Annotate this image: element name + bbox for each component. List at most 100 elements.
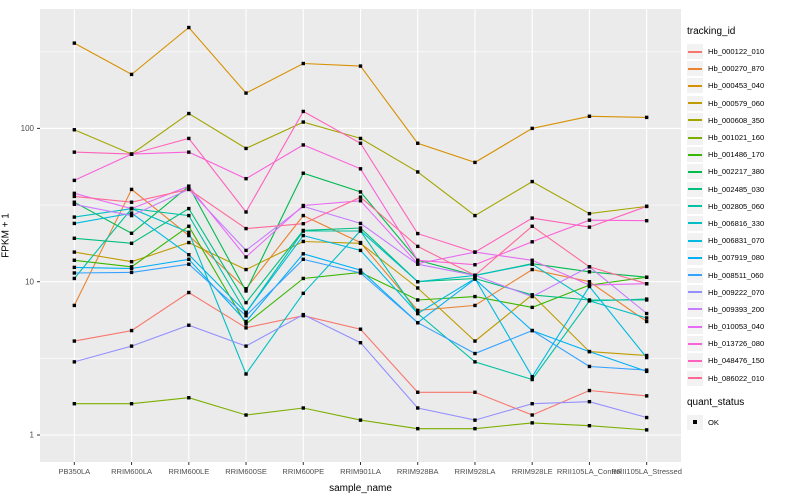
legend-item-label: Hb_006816_330 — [708, 218, 765, 228]
data-point-marker — [644, 297, 649, 301]
legend-line-icon — [688, 84, 702, 87]
data-point-marker — [72, 303, 77, 308]
legend-item: Hb_086022_010 — [687, 370, 799, 387]
legend-key-swatch — [687, 233, 703, 249]
legend-item-label: Hb_009222_070 — [708, 287, 765, 297]
legend-item-label: Hb_001021_160 — [708, 133, 765, 143]
data-point-marker — [301, 61, 305, 66]
data-point-marker — [301, 229, 305, 233]
legend-item-label: Hb_048476_150 — [708, 356, 765, 366]
data-point-marker — [644, 368, 649, 372]
legend-line-icon — [688, 136, 702, 139]
data-point-marker — [644, 394, 649, 398]
data-point-marker — [129, 270, 134, 275]
legend-key-swatch — [687, 319, 703, 335]
data-point-marker — [129, 72, 134, 77]
legend-line-icon — [688, 205, 702, 208]
data-point-marker — [187, 111, 191, 116]
legend-line-icon — [688, 342, 702, 345]
legend-item: Hb_048476_150 — [687, 352, 799, 369]
data-point-marker — [358, 327, 363, 331]
legend-key-swatch — [687, 130, 703, 146]
legend-line-icon — [688, 308, 702, 311]
data-point-marker — [358, 229, 363, 233]
data-point-marker — [416, 280, 420, 284]
legend-item-label: Hb_000608_350 — [708, 115, 765, 125]
data-point-marker — [244, 319, 248, 324]
data-point-marker — [587, 399, 592, 404]
data-point-marker — [187, 150, 191, 154]
data-point-marker — [358, 64, 363, 68]
legend-key-swatch — [687, 353, 703, 369]
data-point-marker — [72, 215, 77, 219]
legend-item-label: Hb_000579_060 — [708, 98, 765, 108]
data-point-marker — [187, 136, 191, 141]
data-point-marker — [473, 273, 477, 278]
data-point-marker — [644, 204, 649, 209]
data-point-marker — [187, 184, 191, 188]
data-point-marker — [644, 428, 649, 432]
data-point-marker — [72, 236, 77, 240]
legend-item-label: Hb_009393_200 — [708, 304, 765, 314]
data-point-marker — [530, 328, 534, 333]
legend-item: Hb_000270_870 — [687, 60, 799, 77]
data-point-marker — [187, 396, 191, 400]
data-point-marker — [72, 265, 77, 270]
data-point-marker — [244, 310, 248, 315]
legend-item: Hb_001021_160 — [687, 129, 799, 146]
legend-line-icon — [688, 67, 702, 70]
data-point-marker — [72, 178, 77, 183]
data-point-marker — [301, 252, 305, 256]
data-point-marker — [129, 206, 134, 211]
legend-item-label: Hb_002217_380 — [708, 167, 765, 177]
legend-key-swatch — [687, 164, 703, 180]
legend-items-quant: OK — [687, 414, 799, 431]
legend-key-swatch — [687, 414, 703, 430]
data-point-marker — [587, 225, 592, 229]
data-point-marker — [530, 377, 534, 382]
legend-key-swatch — [687, 61, 703, 77]
data-point-marker — [244, 176, 248, 181]
data-point-marker — [129, 213, 134, 218]
legend-key-swatch — [687, 95, 703, 111]
data-point-marker — [530, 224, 534, 228]
legend-item: Hb_000122_010 — [687, 43, 799, 60]
data-point-marker — [416, 262, 420, 266]
data-point-marker — [587, 218, 592, 222]
legend-line-icon — [688, 325, 702, 328]
legend-item-label: Hb_006831_070 — [708, 236, 765, 246]
data-point-marker — [72, 150, 77, 154]
legend-line-icon — [688, 359, 702, 362]
data-point-marker — [301, 239, 305, 244]
data-point-marker — [301, 203, 305, 208]
data-point-marker — [587, 349, 592, 354]
data-point-marker — [129, 402, 134, 406]
data-point-marker — [358, 341, 363, 345]
data-point-marker — [301, 406, 305, 410]
data-point-marker — [530, 413, 534, 417]
data-point-marker — [358, 271, 363, 275]
data-point-marker — [416, 286, 420, 290]
legend-key-swatch — [687, 78, 703, 94]
data-point-marker — [244, 300, 248, 305]
data-point-marker — [358, 241, 363, 246]
data-point-marker — [473, 294, 477, 299]
data-point-marker — [644, 282, 649, 286]
legend-item-label: Hb_086022_010 — [708, 373, 765, 383]
legend-item: Hb_007919_080 — [687, 249, 799, 266]
legend: tracking_id Hb_000122_010 Hb_000270_870 Hb… — [687, 26, 799, 431]
data-point-marker — [530, 126, 534, 131]
x-tick-label: RRIM928LA — [455, 467, 496, 476]
x-tick-label: RRIM600PE — [282, 467, 324, 476]
data-point-marker — [358, 226, 363, 230]
legend-key-swatch — [687, 267, 703, 283]
data-point-marker — [301, 312, 305, 317]
data-point-marker — [72, 402, 77, 406]
data-point-marker — [187, 240, 191, 245]
legend-item-label: Hb_008511_060 — [708, 270, 764, 280]
data-point-marker — [644, 355, 649, 360]
data-point-marker — [129, 260, 134, 264]
x-tick-label: RRIM600LE — [168, 467, 209, 476]
legend-item-label: Hb_000453_040 — [708, 81, 765, 91]
data-point-marker — [416, 308, 420, 313]
